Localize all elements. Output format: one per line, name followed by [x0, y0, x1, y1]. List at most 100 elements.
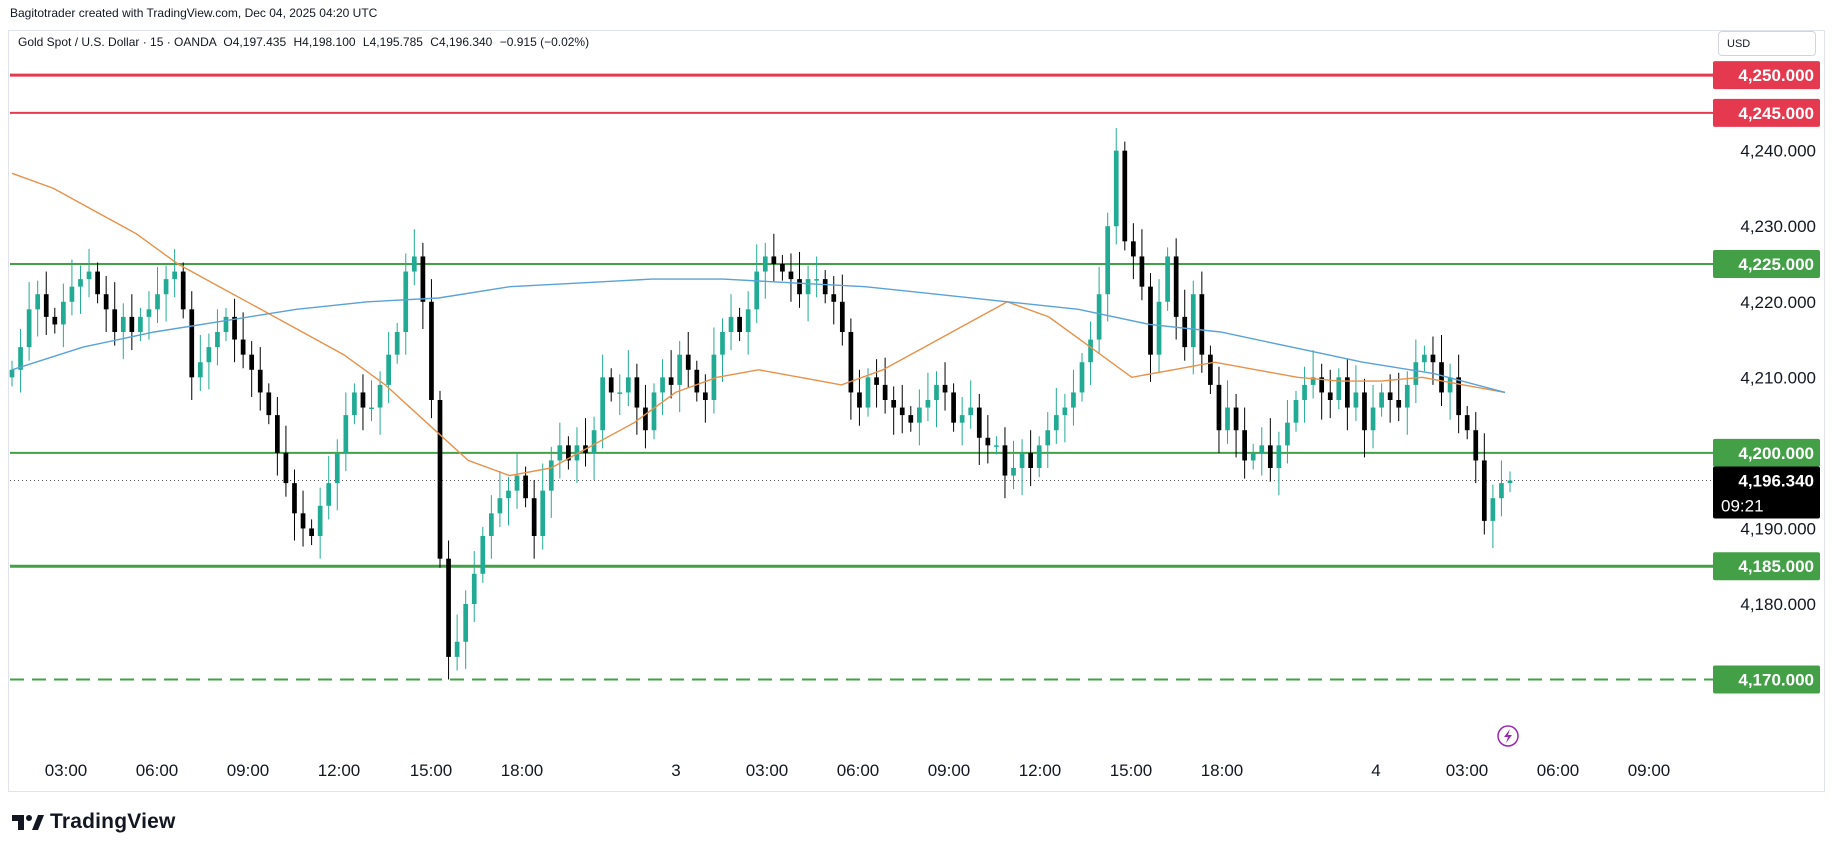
- level-price-tag: [1713, 438, 1820, 467]
- x-tick-label: 4: [1371, 761, 1380, 780]
- candle-body: [557, 445, 563, 461]
- candle-body: [146, 309, 152, 317]
- ohlc-change: −0.915 (−0.02%): [499, 35, 590, 49]
- candle-body: [266, 392, 272, 416]
- candle-body: [95, 271, 100, 295]
- candle-body: [232, 316, 237, 340]
- candle-body: [1456, 377, 1461, 416]
- candle-body: [1362, 392, 1367, 431]
- candle-body: [352, 392, 357, 416]
- candle-body: [976, 407, 982, 438]
- candle-body: [223, 316, 229, 332]
- lightning-icon: [1497, 725, 1519, 747]
- x-tick-label: 06:00: [136, 761, 179, 780]
- candle-body: [1225, 407, 1230, 431]
- candle-body: [1422, 354, 1427, 363]
- candle-body: [249, 354, 255, 370]
- x-tick-label: 06:00: [1537, 761, 1580, 780]
- candle-body: [69, 286, 75, 302]
- candle-body: [1131, 241, 1136, 257]
- level-price-tag-label: 4,250.000: [1738, 66, 1814, 85]
- candle-body: [1490, 498, 1496, 521]
- candle-body: [471, 573, 477, 604]
- candle-body: [155, 294, 160, 310]
- lightning-icon-bolt: [1504, 729, 1512, 743]
- candle-body: [540, 490, 546, 536]
- candle-body: [814, 279, 819, 281]
- y-tick-label: 4,230.000: [1740, 217, 1816, 236]
- level-price-tag-label: 4,170.000: [1738, 671, 1814, 690]
- candle-body: [343, 415, 349, 453]
- level-price-tag: [1713, 552, 1820, 581]
- candle-body: [394, 332, 400, 355]
- candle-body: [968, 407, 974, 416]
- candle-body: [1036, 445, 1042, 468]
- candle-body: [908, 415, 914, 423]
- level-price-tag-label: 4,225.000: [1738, 255, 1814, 274]
- candle-body: [283, 452, 289, 484]
- candle-body: [138, 316, 143, 332]
- candle-body: [668, 377, 674, 385]
- candle-body: [643, 407, 648, 431]
- level-price-tag: [1713, 98, 1820, 127]
- candle-body: [1379, 392, 1384, 408]
- candle-body: [1353, 392, 1359, 408]
- candle-body: [951, 392, 956, 423]
- candle-body: [608, 377, 614, 393]
- tradingview-logo[interactable]: TradingView: [12, 810, 176, 834]
- symbol-legend: Gold Spot / U.S. Dollar · 15 · OANDA O4,…: [18, 35, 589, 49]
- candle-body: [506, 490, 511, 499]
- candle-body: [848, 332, 854, 393]
- candle-body: [1293, 400, 1299, 423]
- candle-body: [446, 558, 451, 657]
- candle-body: [677, 354, 683, 385]
- symbol-title[interactable]: Gold Spot / U.S. Dollar · 15 · OANDA: [18, 35, 217, 49]
- candle-body: [703, 392, 708, 400]
- candle-body: [660, 377, 665, 393]
- candle-body: [994, 445, 999, 447]
- candle-body: [891, 400, 897, 408]
- candle-body: [651, 392, 657, 431]
- level-price-tag: [1713, 250, 1820, 278]
- candle-body: [1122, 150, 1128, 242]
- candle-body: [625, 377, 631, 393]
- candle-body: [617, 392, 623, 394]
- x-tick-label: 12:00: [1019, 761, 1062, 780]
- candle-body: [822, 279, 828, 295]
- candle-body: [1387, 392, 1393, 400]
- candle-body: [1267, 445, 1273, 468]
- candle-body: [566, 445, 571, 461]
- candle-body: [403, 271, 409, 332]
- candle-body: [309, 528, 314, 536]
- candle-body: [762, 256, 768, 272]
- candle-body: [360, 392, 366, 408]
- candle-body: [172, 271, 177, 280]
- chart-credit: Bagitotrader created with TradingView.co…: [10, 6, 378, 20]
- candle-body: [206, 347, 212, 363]
- candle-body: [728, 316, 734, 332]
- candle-body: [240, 339, 246, 355]
- candle-body: [1002, 445, 1008, 476]
- candle-body: [1310, 377, 1316, 385]
- last-price-label: 4,196.340: [1738, 472, 1814, 491]
- candle-body: [831, 294, 837, 302]
- candle-body: [1148, 286, 1153, 355]
- candle-body: [1011, 468, 1016, 476]
- candle-body: [257, 369, 263, 393]
- candle-body: [480, 536, 486, 574]
- ohlc-low: L4,195.785: [362, 35, 423, 49]
- candle-body: [1079, 362, 1085, 393]
- y-tick-label: 4,240.000: [1740, 142, 1816, 161]
- candle-body: [959, 415, 965, 423]
- candle-body: [386, 354, 391, 385]
- candle-body: [1233, 407, 1239, 431]
- x-tick-label: 03:00: [1446, 761, 1489, 780]
- candle-body: [591, 430, 597, 453]
- currency-button[interactable]: USD: [1718, 31, 1816, 56]
- tradingview-logo-text: TradingView: [50, 810, 176, 833]
- x-tick-label: 18:00: [1201, 761, 1244, 780]
- chart-frame: [8, 30, 1825, 792]
- candle-body: [685, 354, 691, 370]
- candle-body: [1404, 384, 1410, 408]
